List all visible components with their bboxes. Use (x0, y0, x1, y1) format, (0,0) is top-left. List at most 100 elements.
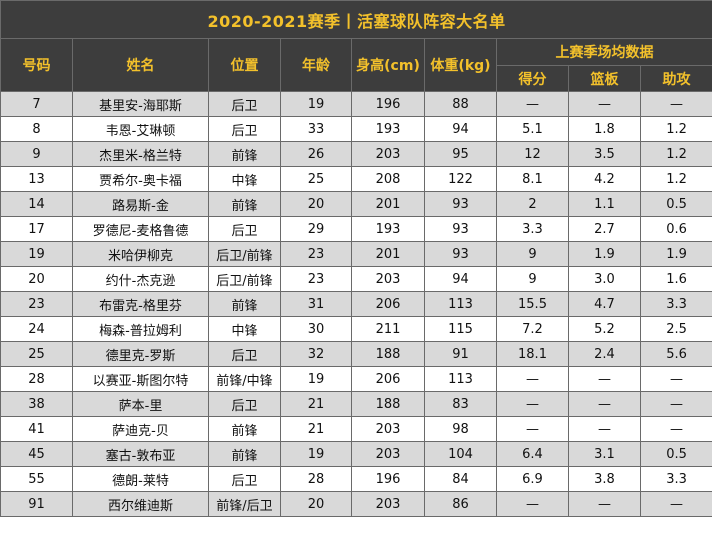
cell-weight: 94 (424, 266, 497, 292)
cell-weight: 95 (424, 141, 497, 167)
cell-position: 后卫/前锋 (208, 266, 281, 292)
cell-height: 206 (351, 291, 425, 317)
roster-body: 7 基里安-海耶斯 后卫 19 196 88— — —8 韦恩-艾琳顿 后卫 33 193 94 5.1 1… (0, 91, 712, 517)
cell-height: 203 (351, 441, 425, 467)
cell-height: 203 (351, 141, 425, 167)
cell-assists: 1.2 (639, 141, 712, 167)
cell-assists: — (639, 416, 712, 442)
cell-position: 后卫 (208, 116, 281, 142)
cell-position: 后卫 (208, 341, 281, 367)
cell-age: 21 (280, 416, 352, 442)
cell-points: — (496, 416, 569, 442)
cell-rebounds: 2.7 (568, 216, 641, 242)
cell-assists: 1.2 (639, 116, 712, 142)
header-stats-group: 上赛季场均数据 (495, 38, 712, 66)
cell-position: 前锋 (208, 416, 281, 442)
header-assists: 助攻 (639, 65, 712, 92)
cell-points: 9 (496, 266, 569, 292)
cell-rebounds: 1.9 (568, 241, 641, 267)
cell-points: 2 (496, 191, 569, 217)
cell-weight: 122 (424, 166, 497, 192)
cell-age: 32 (280, 341, 352, 367)
cell-rebounds: — (568, 91, 641, 117)
cell-height: 206 (351, 366, 425, 392)
cell-name: 塞古-敦布亚 (72, 441, 209, 467)
cell-height: 196 (351, 466, 425, 492)
cell-assists: — (639, 91, 712, 117)
cell-points: 15.5 (496, 291, 569, 317)
cell-height: 193 (351, 116, 425, 142)
table-row: 19 米哈伊柳克 后卫/前锋 23 201 93 9 1.9 1.9 (0, 241, 712, 267)
cell-number: 9 (0, 141, 73, 167)
cell-name: 约什-杰克逊 (72, 266, 209, 292)
cell-age: 33 (280, 116, 352, 142)
cell-points: 5.1 (496, 116, 569, 142)
cell-position: 后卫 (208, 91, 281, 117)
header-weight: 体重(kg) (424, 38, 497, 92)
header-number: 号码 (0, 38, 73, 92)
cell-rebounds: 1.1 (568, 191, 641, 217)
cell-height: 203 (351, 491, 425, 517)
cell-height: 208 (351, 166, 425, 192)
cell-points: 7.2 (496, 316, 569, 342)
cell-number: 55 (0, 466, 73, 492)
header-height: 身高(cm) (351, 38, 425, 92)
cell-assists: 3.3 (639, 466, 712, 492)
cell-age: 20 (280, 191, 352, 217)
cell-name: 德里克-罗斯 (72, 341, 209, 367)
cell-position: 中锋 (208, 316, 281, 342)
table-row: 17 罗德尼-麦格鲁德 后卫 29 193 93 3.3 2.7 0.6 (0, 216, 712, 242)
cell-height: 203 (351, 416, 425, 442)
table-title: 2020-2021赛季丨活塞球队阵容大名单 (0, 0, 712, 39)
cell-rebounds: 3.5 (568, 141, 641, 167)
cell-rebounds: 2.4 (568, 341, 641, 367)
cell-age: 19 (280, 366, 352, 392)
header-points: 得分 (496, 65, 569, 92)
table-row: 91 西尔维迪斯 前锋/后卫 20 203 86— — — (0, 491, 712, 517)
cell-position: 前锋 (208, 141, 281, 167)
cell-points: 6.9 (496, 466, 569, 492)
table-row: 38 萨本-里 后卫 21 188 83— — — (0, 391, 712, 417)
cell-weight: 91 (424, 341, 497, 367)
cell-name: 布雷克-格里芬 (72, 291, 209, 317)
table-row: 23 布雷克-格里芬 前锋 31 206 113 15.5 4.7 3.3 (0, 291, 712, 317)
cell-position: 后卫/前锋 (208, 241, 281, 267)
cell-weight: 83 (424, 391, 497, 417)
cell-number: 38 (0, 391, 73, 417)
cell-number: 20 (0, 266, 73, 292)
cell-rebounds: — (568, 416, 641, 442)
cell-rebounds: 4.7 (568, 291, 641, 317)
header-rebounds: 篮板 (568, 65, 641, 92)
cell-age: 21 (280, 391, 352, 417)
cell-age: 20 (280, 491, 352, 517)
cell-rebounds: 1.8 (568, 116, 641, 142)
cell-weight: 94 (424, 116, 497, 142)
cell-assists: 0.5 (639, 191, 712, 217)
cell-name: 罗德尼-麦格鲁德 (72, 216, 209, 242)
cell-assists: 0.6 (639, 216, 712, 242)
cell-assists: 0.5 (639, 441, 712, 467)
cell-number: 41 (0, 416, 73, 442)
cell-name: 以赛亚-斯图尔特 (72, 366, 209, 392)
cell-position: 后卫 (208, 391, 281, 417)
cell-number: 7 (0, 91, 73, 117)
roster-table: 2020-2021赛季丨活塞球队阵容大名单 号码 姓名 位置 年龄 身高(cm)… (0, 0, 712, 517)
cell-height: 188 (351, 341, 425, 367)
table-row: 45 塞古-敦布亚 前锋 19 203 104 6.4 3.1 0.5 (0, 441, 712, 467)
cell-height: 188 (351, 391, 425, 417)
table-row: 55 德朗-莱特 后卫 28 196 84 6.9 3.8 3.3 (0, 466, 712, 492)
cell-name: 路易斯-金 (72, 191, 209, 217)
cell-number: 25 (0, 341, 73, 367)
cell-number: 23 (0, 291, 73, 317)
cell-weight: 113 (424, 366, 497, 392)
cell-assists: — (639, 491, 712, 517)
cell-name: 韦恩-艾琳顿 (72, 116, 209, 142)
cell-number: 24 (0, 316, 73, 342)
table-row: 28 以赛亚-斯图尔特 前锋/中锋 19 206 113— — — (0, 366, 712, 392)
cell-points: 12 (496, 141, 569, 167)
cell-age: 23 (280, 241, 352, 267)
cell-assists: 2.5 (639, 316, 712, 342)
cell-number: 14 (0, 191, 73, 217)
cell-assists: 1.9 (639, 241, 712, 267)
cell-name: 基里安-海耶斯 (72, 91, 209, 117)
